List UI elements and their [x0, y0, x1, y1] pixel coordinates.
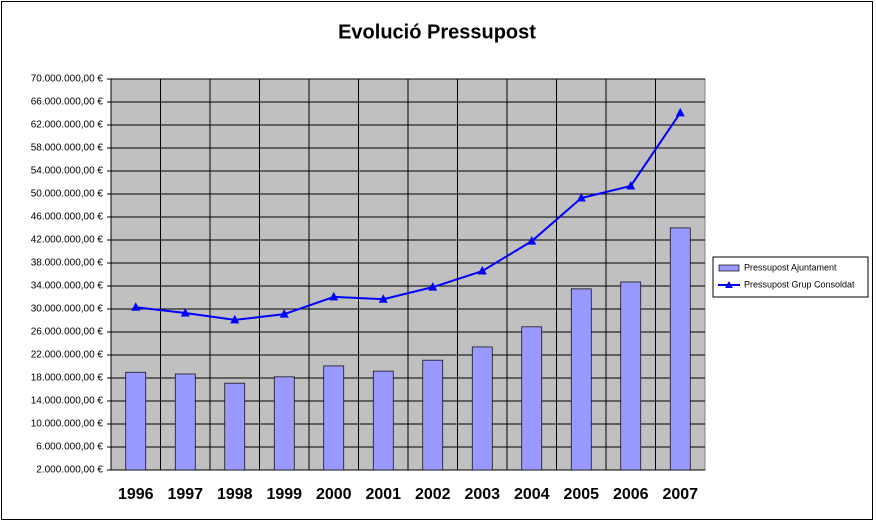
y-tick-label: 46.000.000,00 € [31, 212, 104, 223]
marker [576, 193, 586, 202]
x-tick-label: 1999 [266, 486, 302, 503]
bar [570, 288, 592, 471]
y-tick-label: 58.000.000,00 € [31, 143, 104, 154]
x-tick-label: 2000 [316, 486, 352, 503]
x-tick-label: 2003 [464, 486, 500, 503]
marker [477, 266, 487, 275]
bar [422, 359, 444, 471]
x-tick-label: 1996 [118, 486, 154, 503]
y-tick-label: 26.000.000,00 € [31, 327, 104, 338]
x-tick-label: 2007 [662, 486, 698, 503]
x-tick-label: 1998 [217, 486, 253, 503]
legend-marker [725, 281, 733, 288]
line [135, 112, 682, 321]
x-tick-label: 2006 [613, 486, 649, 503]
marker [527, 236, 537, 245]
legend-label: Pressupost Ajuntament [744, 262, 837, 272]
marker [180, 308, 190, 317]
legend-box [712, 256, 869, 298]
marker [626, 180, 636, 190]
y-tick-label: 70.000.000,00 € [31, 74, 104, 85]
bar [669, 227, 691, 471]
bar [620, 281, 642, 471]
marker [279, 309, 289, 318]
bar [224, 382, 246, 471]
y-tick-label: 34.000.000,00 € [31, 281, 104, 292]
y-tick-label: 18.000.000,00 € [31, 373, 104, 384]
legend-swatch [718, 264, 740, 272]
marker [428, 282, 438, 291]
x-tick-label: 2005 [563, 486, 599, 503]
y-tick-label: 10.000.000,00 € [31, 419, 104, 430]
bar [521, 326, 543, 471]
marker [378, 294, 388, 303]
x-tick-label: 2001 [365, 486, 401, 503]
bar [125, 371, 147, 471]
bar [273, 376, 295, 471]
x-tick-label: 2002 [415, 486, 451, 503]
y-tick-label: 2.000.000,00 € [36, 465, 103, 476]
marker [131, 302, 141, 311]
y-tick-label: 14.000.000,00 € [31, 396, 104, 407]
legend-label: Pressupost Grup Consoldat [744, 279, 855, 289]
marker [329, 291, 339, 301]
y-tick-label: 6.000.000,00 € [36, 442, 103, 453]
y-tick-label: 66.000.000,00 € [31, 97, 104, 108]
x-tick-label: 1997 [167, 486, 203, 503]
y-tick-label: 50.000.000,00 € [31, 189, 104, 200]
y-tick-label: 22.000.000,00 € [31, 350, 104, 361]
x-tick-label: 2004 [514, 486, 550, 503]
y-tick-label: 38.000.000,00 € [31, 258, 104, 269]
marker [675, 107, 685, 117]
bar [372, 370, 394, 471]
bar [471, 346, 493, 471]
y-tick-label: 42.000.000,00 € [31, 235, 104, 246]
y-tick-label: 54.000.000,00 € [31, 166, 104, 177]
marker [230, 314, 240, 324]
bar [174, 373, 196, 471]
y-tick-label: 62.000.000,00 € [31, 120, 104, 131]
chart-title: Evolució Pressupost [338, 21, 536, 43]
y-tick-label: 30.000.000,00 € [31, 304, 104, 315]
bar [323, 365, 345, 471]
